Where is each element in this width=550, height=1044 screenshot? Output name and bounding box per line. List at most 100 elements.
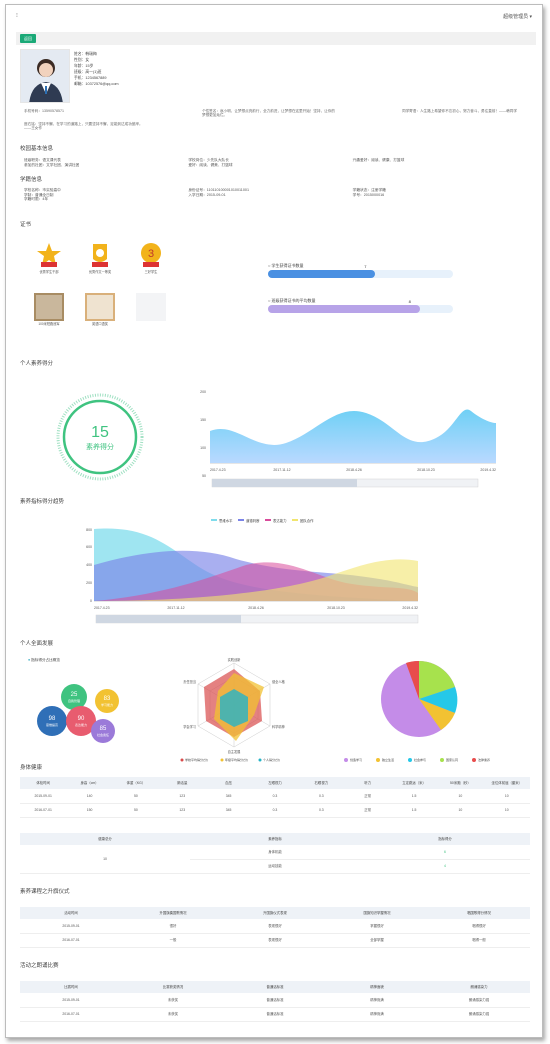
activity-table: 比赛时间 比赛获奖情况 普通话标准 精神面貌 朗诵感染力 2015-09-01 未获奖 普通话… [20, 981, 530, 1022]
menu-icon[interactable]: ⁝ [16, 13, 18, 20]
legend-item[interactable]: 法律素养 [478, 757, 490, 762]
health-score-table: 健康总分 素养指标 指标得分 10 身体机能 6 运动技能 4 [20, 833, 530, 874]
basic-info: 姓名：韩瑞梅 性别：女 年龄：15岁 班级：高一(1)班 手机：12345678… [74, 52, 119, 88]
legend-item[interactable]: 独立生活 [382, 757, 394, 762]
activity-cell: 朗诵感染力强 [428, 1007, 530, 1022]
bubble[interactable] [37, 706, 67, 736]
cert-card-empty[interactable] [134, 293, 168, 331]
bar-value: 7 [364, 264, 367, 269]
friend-message-text: 同学寄语：人生路上希望你不忘初心，努力奋斗，勇往直前！——韩同学 [402, 109, 517, 113]
course-cell: 很好 [122, 919, 224, 934]
course-cell: 掌握很好 [326, 919, 428, 934]
school-info-grid: 班级职务：语文课代表 参加的社团：文学社团、演讲社团 学校岗位：少先队大队长 爱好：… [24, 158, 517, 167]
table-row: 2015-09-01 未获奖 普通话标准 精神饱满 朗诵感染力强 [20, 993, 530, 1008]
legend-item[interactable]: 表达能力 [273, 518, 287, 523]
legend-item[interactable]: 思维水平 [219, 518, 233, 523]
x-tick: 2017.4.23 [94, 606, 110, 610]
cert-label: 100米短跑冠军 [38, 322, 60, 326]
health-cell: 10 [483, 789, 530, 804]
health-header: 身高（cm） [66, 777, 113, 789]
radar-label: 责任担当 [183, 679, 196, 684]
status-field: 学籍状态：注册学籍 [352, 188, 386, 192]
health-header: 血压 [205, 777, 252, 789]
certificate-paper-icon [85, 293, 115, 321]
zoom-slider-handle[interactable] [96, 615, 241, 623]
svg-text:学习能力: 学习能力 [101, 702, 113, 707]
y-tick: 800 [86, 528, 92, 532]
legend-item[interactable]: 年级平均得分(分) [225, 757, 248, 762]
health-cell: 0.3 [298, 803, 345, 818]
placeholder-image [136, 293, 166, 321]
activity-header: 精神面貌 [326, 981, 428, 993]
bar-fill [268, 270, 376, 278]
radar-label: 科学精神 [272, 724, 285, 729]
legend-item[interactable]: 个人得分(分) [263, 757, 280, 762]
health-cell: 150 [66, 803, 113, 818]
legend-item[interactable]: 团队合作 [300, 518, 314, 523]
course-header: 唱国歌得分情况 [428, 907, 530, 919]
activity-cell: 2016-07-01 [20, 1007, 122, 1022]
pie-slice[interactable] [406, 660, 419, 699]
legend-item[interactable]: 道德判断 [246, 518, 260, 523]
medal-icon [85, 241, 115, 269]
series-area [94, 559, 418, 601]
legend-item[interactable]: 学校平均得分(分) [185, 757, 208, 762]
admin-dropdown[interactable]: 超级管理员 ▾ [503, 13, 532, 20]
radar-label: 学会学习 [183, 724, 196, 729]
status-info-grid: 学校名称：市实验高中 学制：普通全日制 学籍时限：4年 身份证号：110110100… [24, 188, 517, 202]
health-header: 右眼视力 [298, 777, 345, 789]
course-header: 活动时间 [20, 907, 122, 919]
pie-slice[interactable] [419, 687, 458, 713]
activity-header: 比赛时间 [20, 981, 122, 993]
score-label: 素养得分 [86, 442, 114, 451]
y-tick: 200 [86, 581, 92, 585]
bubble[interactable] [95, 689, 119, 713]
pie-slice[interactable] [419, 699, 455, 730]
health-cell: 2015-09-01 [20, 789, 67, 804]
cert-card[interactable]: 优秀学生干部 [32, 241, 66, 279]
health-score-cell: 运动技能 [190, 859, 360, 874]
health-score-header: 素养指标 [190, 833, 360, 845]
health-header: 体检时间 [20, 777, 67, 789]
bar-fill [268, 305, 420, 313]
course-header: 国旗知识掌握情况 [326, 907, 428, 919]
table-row: 10 身体机能 6 [20, 845, 530, 874]
course-cell: 唱得一般 [428, 933, 530, 948]
svg-text:表达能力: 表达能力 [75, 722, 87, 727]
zoom-slider-handle[interactable] [212, 479, 357, 487]
develop-title: 个人全面发展 [20, 641, 54, 647]
motto-text: 座右铭：坚持不懈，在学习的道路上，只要坚持不懈，定能到达成功彼岸。——王女作 [24, 122, 143, 131]
bar-track: 8 [268, 299, 453, 313]
health-cell: 123 [159, 789, 206, 804]
cert-card[interactable]: 优秀作文一等奖 [83, 241, 117, 279]
health-cell: 1.5 [390, 789, 438, 804]
course-cell: 全部掌握 [326, 933, 428, 948]
course-cell: 唱得很好 [428, 919, 530, 934]
cert-card[interactable]: 3 三好学生 [134, 241, 168, 279]
legend-item[interactable]: 社会参与 [414, 757, 426, 762]
back-button[interactable]: 返回 [20, 34, 36, 43]
cert-bar-class: ○ 班级获得证书的平均数量 8 [268, 298, 453, 313]
bubble[interactable] [66, 706, 96, 736]
pie-slice[interactable] [419, 661, 455, 699]
health-table: 体检时间 身高（cm） 体重（KG） 肺活量 血压 左眼视力 右眼视力 听力 立定跳远（米） 50… [20, 777, 530, 818]
bubble[interactable] [91, 719, 115, 743]
activity-cell: 普通话标准 [224, 993, 326, 1008]
legend-item[interactable]: 国家认同 [446, 757, 458, 762]
svg-text:90: 90 [78, 716, 85, 722]
status-field: 学制：普通全日制 [24, 192, 54, 197]
score-value: 15 [91, 424, 109, 441]
status-field: 学校名称：市实验高中 [24, 188, 61, 192]
school-field: 爱好：阅读、健美、打篮球 [188, 162, 233, 167]
legend-item[interactable]: 创造学习 [350, 757, 362, 762]
x-tick: 2019.4.32 [402, 606, 418, 610]
top-bar: ⁝ 超级管理员 ▾ [6, 5, 542, 29]
cert-card[interactable]: 100米短跑冠军 [32, 293, 66, 331]
rank-badge-icon: 3 [136, 241, 166, 269]
y-tick: 600 [86, 545, 92, 549]
cert-card[interactable]: 英语口语奖 [83, 293, 117, 331]
radar-chart: 实践创新 健全人格 科学精神 自主发展 学会学习 责任担当 学校平均得分(分) … [180, 657, 286, 762]
activity-cell: 2015-09-01 [20, 993, 122, 1008]
bubble[interactable] [61, 684, 87, 710]
email-text: 邮箱：10372576@qq.com [74, 82, 119, 86]
